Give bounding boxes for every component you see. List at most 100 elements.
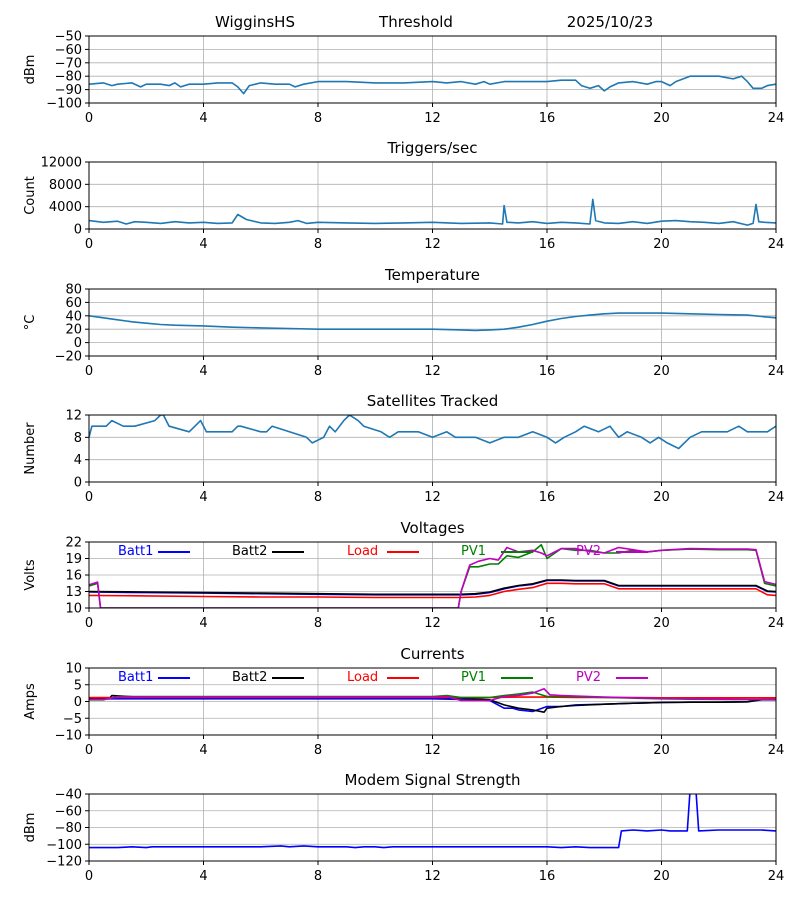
y-tick-label: −10: [55, 729, 82, 744]
y-tick-label: −120: [46, 855, 82, 870]
y-tick-label: 80: [65, 283, 82, 298]
y-tick-label: −100: [46, 838, 82, 853]
y-tick-label: 0: [74, 336, 82, 351]
x-tick-label: 20: [653, 111, 670, 126]
x-tick-label: 24: [768, 490, 785, 505]
panel-title: Voltages: [400, 519, 464, 537]
x-tick-label: 8: [314, 743, 322, 758]
x-tick-label: 4: [199, 743, 207, 758]
legend-label-batt1: Batt1: [118, 544, 153, 559]
legend-label-load: Load: [347, 670, 378, 685]
y-tick-label: 8000: [49, 178, 82, 193]
y-axis-label: Amps: [23, 683, 38, 720]
y-tick-label: 10: [65, 662, 82, 677]
x-tick-label: 4: [199, 869, 207, 884]
legend-label-load: Load: [347, 544, 378, 559]
x-tick-label: 20: [653, 237, 670, 252]
panel-title: Modem Signal Strength: [345, 771, 521, 789]
y-tick-label: 22: [65, 536, 82, 551]
mode-title: Threshold: [378, 13, 453, 31]
x-tick-label: 4: [199, 616, 207, 631]
x-tick-label: 0: [85, 111, 93, 126]
legend-label-batt2: Batt2: [232, 544, 267, 559]
x-tick-label: 16: [539, 237, 556, 252]
x-tick-label: 24: [768, 364, 785, 379]
legend-label-pv1: PV1: [461, 544, 486, 559]
legend-label-pv2: PV2: [576, 670, 601, 685]
series-line-load: [89, 582, 776, 599]
x-tick-label: 4: [199, 490, 207, 505]
y-tick-label: −70: [55, 56, 82, 71]
y-tick-label: −90: [55, 83, 82, 98]
x-tick-label: 20: [653, 364, 670, 379]
y-tick-label: 12: [65, 409, 82, 424]
date-title: 2025/10/23: [567, 13, 653, 31]
panel-title: Temperature: [384, 266, 480, 284]
x-tick-label: 24: [768, 111, 785, 126]
y-tick-label: 10: [65, 602, 82, 617]
x-tick-label: 16: [539, 364, 556, 379]
x-tick-label: 8: [314, 490, 322, 505]
station-title: WigginsHS: [215, 13, 295, 31]
series-line-satellites: [89, 415, 776, 450]
x-tick-label: 8: [314, 869, 322, 884]
legend-label-batt2: Batt2: [232, 670, 267, 685]
legend-label-pv2: PV2: [576, 544, 601, 559]
y-tick-label: −80: [55, 821, 82, 836]
y-tick-label: 5: [74, 678, 82, 693]
y-tick-label: 0: [74, 223, 82, 238]
y-tick-label: 0: [74, 476, 82, 491]
x-tick-label: 0: [85, 364, 93, 379]
x-tick-label: 0: [85, 743, 93, 758]
series-line-temperature: [89, 312, 776, 332]
x-tick-label: 12: [424, 616, 441, 631]
x-tick-label: 0: [85, 490, 93, 505]
x-tick-label: 16: [539, 869, 556, 884]
y-tick-label: −50: [55, 30, 82, 45]
x-tick-label: 8: [314, 111, 322, 126]
x-tick-label: 4: [199, 364, 207, 379]
y-tick-label: 8: [74, 431, 82, 446]
x-tick-label: 4: [199, 237, 207, 252]
y-tick-label: 60: [65, 296, 82, 311]
x-tick-label: 8: [314, 616, 322, 631]
x-tick-label: 24: [768, 616, 785, 631]
legend-label-pv1: PV1: [461, 670, 486, 685]
x-tick-label: 12: [424, 364, 441, 379]
x-tick-label: 4: [199, 111, 207, 126]
series-line-pv2: [89, 687, 776, 702]
y-axis-label: Count: [23, 176, 38, 215]
x-tick-label: 24: [768, 237, 785, 252]
y-tick-label: 13: [65, 585, 82, 600]
x-tick-label: 16: [539, 490, 556, 505]
panel-modem: 0 4 8 12 16 20 24 −120 −100 −80 −60−40 dBm Modem Sig…: [23, 771, 784, 884]
y-tick-label: 4000: [49, 200, 82, 215]
x-tick-label: 16: [539, 743, 556, 758]
series-line-batt2: [89, 579, 776, 596]
panel-title: Triggers/sec: [387, 139, 478, 157]
panel-threshold: 0 4 8 12 16 20 24 −100−90−80−70−60−50 dBm: [23, 30, 784, 127]
x-tick-label: 20: [653, 869, 670, 884]
x-tick-label: 8: [314, 364, 322, 379]
y-tick-label: 40: [65, 309, 82, 324]
series-line-pv2: [89, 546, 776, 608]
x-tick-label: 16: [539, 616, 556, 631]
panel-title: Satellites Tracked: [367, 392, 498, 410]
panel-title: Currents: [400, 645, 464, 663]
x-tick-label: 20: [653, 616, 670, 631]
y-tick-label: 0: [74, 695, 82, 710]
x-tick-label: 0: [85, 237, 93, 252]
x-tick-label: 12: [424, 743, 441, 758]
panel-satellites: 0 4 8 12 16 20 24 0 4 8 12 Number Satellites Tracked: [23, 392, 784, 505]
y-tick-label: 12000: [41, 156, 82, 171]
series-line-modem: [89, 794, 776, 849]
y-axis-label: Number: [23, 422, 38, 475]
legend-label-batt1: Batt1: [118, 670, 153, 685]
x-tick-label: 12: [424, 237, 441, 252]
y-axis-label: dBm: [23, 55, 38, 85]
